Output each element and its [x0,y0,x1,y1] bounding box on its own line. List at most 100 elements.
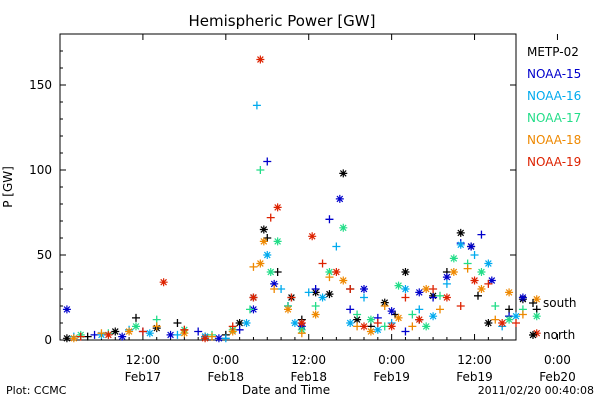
point-noaa-17-19 [394,281,403,290]
point-noaa-16-10 [277,285,286,293]
point-noaa-18-15 [339,276,348,285]
point-metp-02-8 [235,319,244,327]
point-noaa-16-8 [252,101,261,110]
point-noaa-15-13 [311,285,320,293]
point-noaa-19-23 [442,293,451,302]
point-metp-02-2 [111,327,120,336]
point-noaa-16-27 [512,312,520,321]
point-noaa-16-11 [290,319,299,327]
point-noaa-19-9 [266,213,275,222]
point-noaa-17-13 [311,302,320,310]
point-noaa-19-2 [138,327,147,336]
point-noaa-18-19 [394,313,403,322]
point-noaa-18-16 [353,322,362,331]
point-noaa-17-8 [256,166,265,174]
legend-item-noaa-18: NOAA-18 [527,133,581,147]
x-tick-time-5: 0:00 [544,353,571,367]
x-tick-time-2: 12:00 [291,353,326,367]
point-metp-02-27 [456,228,465,237]
point-metp-02-0 [62,334,71,343]
point-noaa-18-13 [311,310,320,319]
series-noaa-17 [76,166,541,339]
point-noaa-19-21 [415,315,424,324]
point-noaa-19-5 [201,334,210,343]
point-noaa-18-6 [228,327,237,336]
x-tick-date-5: Feb20 [539,370,576,384]
point-noaa-17-25 [477,268,486,276]
point-noaa-18-27 [505,288,514,297]
footer-right: 2011/02/20 00:40:08 [478,384,594,397]
marker-legend-label-south: south [543,296,577,310]
point-noaa-19-4 [180,325,189,334]
point-metp-02-22 [391,310,400,319]
point-noaa-17-20 [408,310,417,319]
point-noaa-15-27 [487,276,496,285]
point-noaa-17-26 [491,302,500,310]
point-noaa-18-11 [284,305,292,314]
point-noaa-15-23 [442,273,451,282]
point-noaa-19-7 [249,293,258,302]
point-noaa-18-20 [408,322,417,331]
point-noaa-16-25 [484,259,493,268]
legend-item-noaa-16: NOAA-16 [527,89,581,103]
y-axis-label: P [GW] [1,166,15,208]
point-metp-02-3 [132,313,140,322]
point-metp-02-31 [505,305,514,314]
point-noaa-19-16 [346,285,355,293]
point-metp-02-30 [484,319,493,327]
x-tick-date-3: Feb19 [373,370,410,384]
point-noaa-17-29 [532,312,541,321]
point-metp-02-12 [273,268,282,276]
point-noaa-16-7 [242,319,251,327]
point-noaa-18-10 [270,285,279,293]
point-noaa-16-6 [221,334,230,343]
point-noaa-19-6 [228,322,237,331]
point-noaa-18-2 [125,327,134,336]
point-noaa-18-24 [463,264,472,273]
series-noaa-18 [69,237,541,343]
series-noaa-16 [69,101,520,343]
point-noaa-19-28 [512,319,520,327]
point-noaa-19-0 [76,332,85,341]
point-noaa-15-16 [346,305,355,314]
point-noaa-16-24 [470,251,479,259]
point-noaa-15-26 [477,230,486,239]
point-noaa-17-14 [325,268,334,276]
point-noaa-16-4 [173,330,182,339]
point-metp-02-17 [339,169,348,178]
point-metp-02-29 [474,291,482,300]
point-noaa-17-15 [339,223,348,232]
y-tick-label-2: 100 [29,163,52,177]
plot-frame [59,33,517,341]
chart-title: Hemispheric Power [GW] [189,12,376,30]
point-noaa-15-25 [467,242,476,251]
point-noaa-15-15 [335,194,344,203]
legend-item-noaa-15: NOAA-15 [527,67,581,81]
point-metp-02-33 [532,305,541,314]
point-noaa-18-29 [532,295,541,304]
point-noaa-18-28 [518,310,527,319]
point-noaa-16-19 [401,285,410,293]
marker-legend-symbol-north [529,331,537,339]
point-noaa-15-14 [325,215,334,224]
point-noaa-17-10 [273,237,282,246]
point-noaa-19-14 [318,259,327,268]
point-noaa-18-9 [259,237,268,246]
point-metp-02-19 [353,315,362,324]
point-noaa-19-26 [484,279,493,288]
y-axis: 0 50 100 150 [29,33,516,347]
data-points [62,55,541,343]
series-noaa-15 [62,157,527,343]
point-metp-02-5 [173,319,182,327]
point-noaa-16-13 [318,293,327,302]
footer-left: Plot: CCMC [6,384,67,397]
point-noaa-15-22 [429,293,438,302]
point-noaa-17-2 [132,322,140,331]
point-noaa-15-17 [360,285,368,293]
x-tick-time-1: 0:00 [212,353,239,367]
point-noaa-18-18 [380,302,389,310]
point-noaa-19-15 [332,268,341,276]
point-noaa-19-1 [104,330,113,339]
point-noaa-19-10 [273,203,282,212]
